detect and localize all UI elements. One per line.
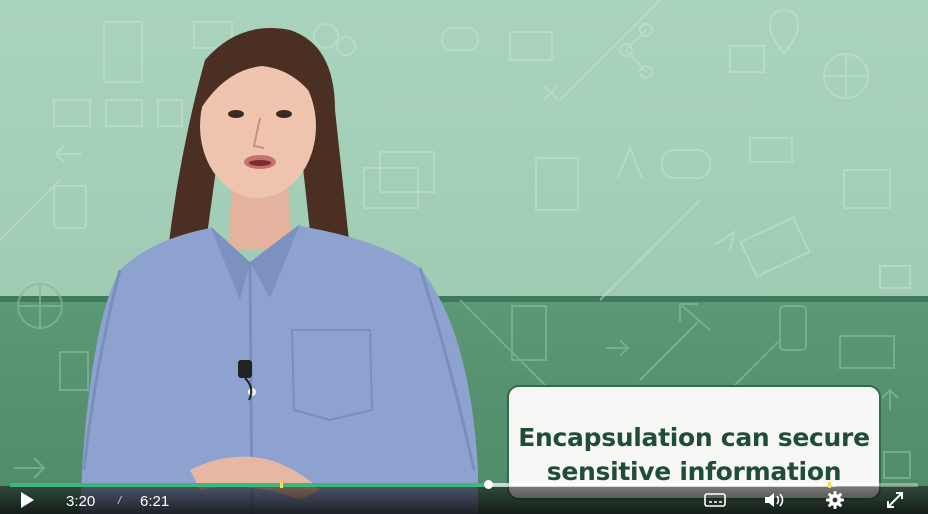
fullscreen-icon: [887, 492, 903, 508]
gear-icon: [826, 491, 844, 509]
chapter-marker[interactable]: [828, 482, 831, 488]
duration: 6:21: [140, 493, 170, 510]
settings-button[interactable]: [820, 486, 850, 514]
lesson-caption-card: Encapsulation can secure sensitive inform…: [507, 385, 881, 500]
play-icon: [21, 492, 34, 508]
fullscreen-button[interactable]: [880, 486, 910, 514]
lesson-caption: Encapsulation can secure sensitive inform…: [518, 423, 870, 486]
background-divider: [0, 296, 928, 302]
current-time: 3:20: [66, 493, 96, 510]
volume-button[interactable]: [760, 486, 790, 514]
captions-button[interactable]: [700, 486, 730, 514]
play-button[interactable]: [14, 486, 40, 514]
volume-icon: [765, 493, 784, 507]
chapter-marker[interactable]: [280, 482, 283, 488]
progress-bar[interactable]: [10, 480, 918, 489]
scrub-handle[interactable]: [483, 480, 493, 489]
progress-played: [10, 483, 488, 487]
time-separator: /: [118, 495, 122, 507]
closed-captions-icon: [704, 493, 726, 507]
